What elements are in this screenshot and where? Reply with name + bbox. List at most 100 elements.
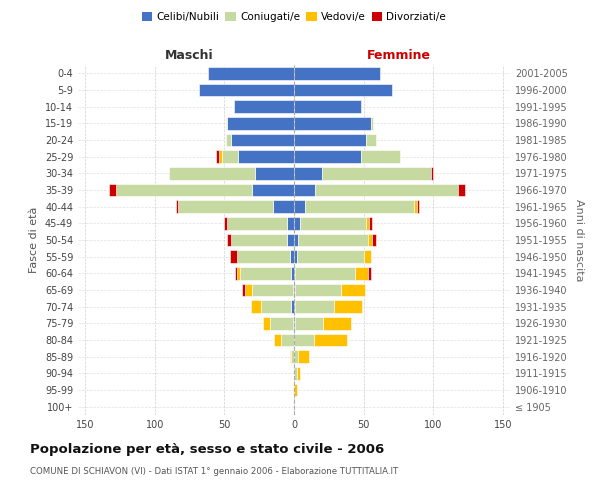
Bar bbox=[294, 350, 298, 363]
Bar bbox=[294, 317, 295, 330]
Bar bbox=[290, 250, 294, 263]
Bar bbox=[294, 200, 305, 213]
Bar bbox=[216, 150, 219, 163]
Bar bbox=[334, 300, 362, 313]
Bar bbox=[323, 317, 351, 330]
Bar bbox=[169, 167, 255, 179]
Bar bbox=[298, 234, 368, 246]
Bar bbox=[221, 150, 238, 163]
Bar bbox=[367, 217, 369, 230]
Bar bbox=[295, 317, 323, 330]
Bar bbox=[287, 217, 294, 230]
Bar bbox=[295, 300, 334, 313]
Bar bbox=[414, 200, 416, 213]
Y-axis label: Fasce di età: Fasce di età bbox=[29, 207, 39, 273]
Bar bbox=[293, 284, 294, 296]
Bar bbox=[290, 350, 291, 363]
Y-axis label: Anni di nascita: Anni di nascita bbox=[574, 198, 584, 281]
Bar bbox=[294, 117, 371, 130]
Bar bbox=[367, 134, 376, 146]
Bar bbox=[260, 300, 291, 313]
Bar bbox=[263, 317, 271, 330]
Text: COMUNE DI SCHIAVON (VI) - Dati ISTAT 1° gennaio 2006 - Elaborazione TUTTITALIA.I: COMUNE DI SCHIAVON (VI) - Dati ISTAT 1° … bbox=[30, 468, 398, 476]
Bar bbox=[291, 300, 294, 313]
Bar bbox=[369, 217, 372, 230]
Bar bbox=[251, 300, 260, 313]
Bar bbox=[281, 334, 294, 346]
Bar bbox=[226, 134, 231, 146]
Bar bbox=[294, 134, 367, 146]
Bar bbox=[431, 167, 433, 179]
Bar bbox=[368, 234, 372, 246]
Bar bbox=[416, 200, 419, 213]
Bar bbox=[271, 317, 293, 330]
Bar bbox=[231, 134, 294, 146]
Bar bbox=[315, 184, 458, 196]
Bar bbox=[322, 167, 431, 179]
Bar bbox=[295, 284, 341, 296]
Bar bbox=[226, 117, 227, 130]
Bar bbox=[361, 150, 400, 163]
Bar bbox=[294, 150, 361, 163]
Bar bbox=[245, 284, 252, 296]
Bar bbox=[199, 84, 294, 96]
Bar bbox=[109, 184, 116, 196]
Bar bbox=[255, 167, 294, 179]
Bar bbox=[368, 267, 371, 280]
Bar bbox=[178, 200, 273, 213]
Bar bbox=[252, 284, 293, 296]
Bar bbox=[341, 284, 365, 296]
Bar bbox=[294, 250, 297, 263]
Bar bbox=[294, 284, 295, 296]
Bar bbox=[234, 100, 294, 113]
Bar bbox=[294, 167, 322, 179]
Bar bbox=[294, 267, 295, 280]
Bar bbox=[224, 217, 227, 230]
Bar bbox=[305, 200, 414, 213]
Text: Maschi: Maschi bbox=[165, 48, 214, 62]
Bar bbox=[116, 184, 252, 196]
Bar bbox=[176, 200, 178, 213]
Bar bbox=[294, 67, 380, 80]
Bar bbox=[314, 334, 347, 346]
Legend: Celibi/Nubili, Coniugati/e, Vedovi/e, Divorziati/e: Celibi/Nubili, Coniugati/e, Vedovi/e, Di… bbox=[137, 8, 451, 26]
Bar bbox=[235, 267, 237, 280]
Bar bbox=[294, 334, 314, 346]
Bar bbox=[293, 317, 294, 330]
Bar bbox=[299, 217, 367, 230]
Bar bbox=[294, 217, 299, 230]
Bar bbox=[298, 350, 310, 363]
Bar bbox=[238, 150, 294, 163]
Bar bbox=[230, 250, 237, 263]
Bar bbox=[252, 184, 294, 196]
Bar bbox=[355, 267, 368, 280]
Bar bbox=[372, 234, 376, 246]
Bar bbox=[294, 100, 361, 113]
Text: Popolazione per età, sesso e stato civile - 2006: Popolazione per età, sesso e stato civil… bbox=[30, 442, 384, 456]
Bar bbox=[371, 117, 373, 130]
Bar bbox=[458, 184, 466, 196]
Bar bbox=[294, 84, 392, 96]
Bar bbox=[227, 117, 294, 130]
Bar bbox=[227, 217, 287, 230]
Bar bbox=[297, 250, 364, 263]
Bar bbox=[227, 234, 231, 246]
Bar bbox=[294, 234, 298, 246]
Bar bbox=[287, 234, 294, 246]
Bar bbox=[239, 267, 291, 280]
Bar bbox=[297, 367, 299, 380]
Bar bbox=[231, 234, 287, 246]
Bar bbox=[294, 384, 297, 396]
Bar bbox=[219, 150, 221, 163]
Bar bbox=[208, 67, 294, 80]
Bar bbox=[291, 350, 294, 363]
Bar bbox=[364, 250, 371, 263]
Bar bbox=[273, 200, 294, 213]
Text: Femmine: Femmine bbox=[367, 48, 431, 62]
Bar bbox=[291, 267, 294, 280]
Bar bbox=[294, 184, 315, 196]
Bar bbox=[274, 334, 281, 346]
Bar bbox=[294, 367, 297, 380]
Bar bbox=[294, 300, 295, 313]
Bar bbox=[295, 267, 355, 280]
